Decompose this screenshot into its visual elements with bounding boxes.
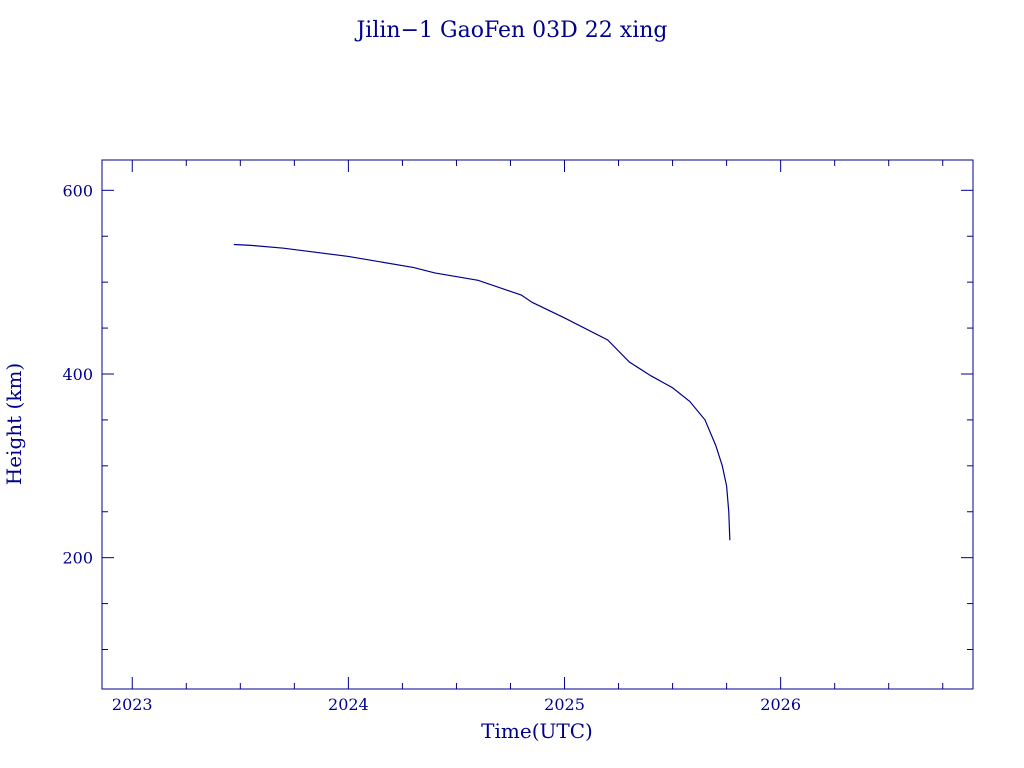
x-tick-label: 2024: [328, 695, 369, 714]
plot-frame: [101, 159, 974, 690]
y-tick-label: 200: [62, 549, 93, 568]
x-axis-ticks: [131, 160, 944, 689]
x-tick-label: 2025: [544, 695, 585, 714]
y-axis-tick-labels: 200 400 600: [62, 181, 93, 567]
y-tick-label: 400: [62, 365, 93, 384]
x-tick-label: 2026: [760, 695, 801, 714]
y-axis-ticks: [102, 189, 973, 651]
x-tick-label: 2023: [112, 695, 153, 714]
chart-title: Jilin−1 GaoFen 03D 22 xing: [354, 18, 667, 43]
x-axis-label: Time(UTC): [481, 719, 593, 743]
y-tick-label: 600: [62, 181, 93, 200]
x-axis-tick-labels: 2023 2024 2025 2026: [112, 695, 801, 714]
height-series-line: [233, 243, 731, 541]
y-axis-label: Height (km): [2, 363, 26, 485]
